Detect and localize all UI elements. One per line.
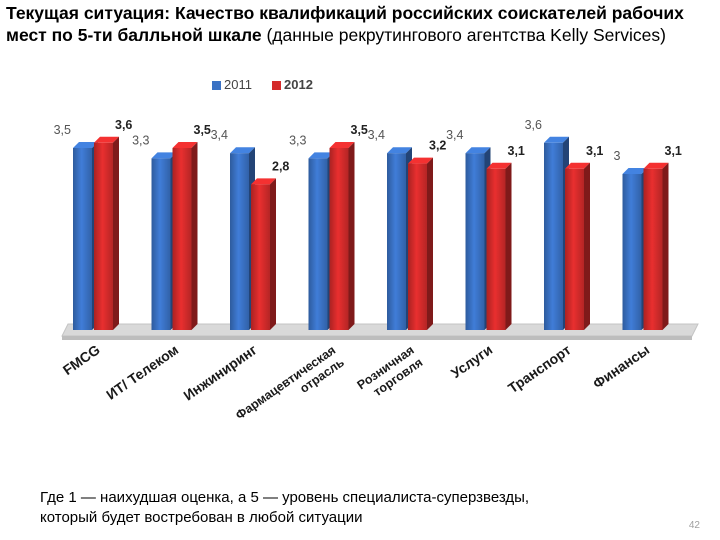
bar-2012-3 <box>251 178 276 330</box>
value-label-2012-2: 3,5 <box>194 123 211 137</box>
scale-note: Где 1 — наихудшая оценка, а 5 — уровень … <box>40 488 660 528</box>
value-label-2011-8: 3 <box>614 149 621 163</box>
value-label-2012-4: 3,5 <box>351 123 368 137</box>
title-bold: Текущая ситуация: Качество квалификаций … <box>6 3 684 45</box>
legend-label-2012: 2012 <box>284 77 313 92</box>
value-label-2011-1: 3,5 <box>54 123 71 137</box>
chart-floor-edge <box>62 336 692 340</box>
legend-swatch-2011 <box>212 81 221 90</box>
value-label-2011-7: 3,6 <box>525 118 542 132</box>
value-label-2012-7: 3,1 <box>586 144 603 158</box>
category-label-1: FMCG <box>60 341 103 378</box>
bar-2012-8 <box>643 162 669 330</box>
category-label-2: ИТ/ Телеком <box>103 341 181 402</box>
page-number: 42 <box>688 520 700 531</box>
category-label-3: Инжиниринг <box>180 341 259 403</box>
value-label-2011-4: 3,3 <box>289 133 306 147</box>
value-label-2011-5: 3,4 <box>368 128 385 142</box>
legend-swatch-2012 <box>272 81 281 90</box>
value-label-2012-3: 2,8 <box>272 159 289 173</box>
slide-title: Текущая ситуация: Качество квалификаций … <box>6 2 706 46</box>
value-label-2012-6: 3,1 <box>508 144 525 158</box>
category-label-8: Финансы <box>590 341 652 391</box>
note-line-2: который будет востребован в любой ситуац… <box>40 509 363 526</box>
category-label-5: Розничнаяторговля <box>355 343 426 405</box>
bar-2012-2 <box>172 142 198 330</box>
bar-2012-7 <box>565 162 590 330</box>
bar-2012-4 <box>329 142 355 330</box>
value-label-2011-2: 3,3 <box>132 133 149 147</box>
bar-2012-1 <box>94 136 119 330</box>
value-label-2012-1: 3,6 <box>115 118 132 132</box>
category-label-6: Услуги <box>448 341 495 381</box>
legend-label-2011: 2011 <box>224 77 252 92</box>
bar-2012-6 <box>486 162 512 330</box>
value-label-2011-3: 3,4 <box>211 128 228 142</box>
value-label-2012-8: 3,1 <box>665 144 682 158</box>
value-label-2012-5: 3,2 <box>429 139 446 153</box>
bar-2012-5 <box>408 157 433 330</box>
note-line-1: Где 1 — наихудшая оценка, а 5 — уровень … <box>40 489 530 506</box>
category-label-7: Транспорт <box>505 341 574 396</box>
title-normal: (данные рекрутингового агентства Kelly S… <box>261 25 666 45</box>
value-label-2011-6: 3,4 <box>446 128 463 142</box>
